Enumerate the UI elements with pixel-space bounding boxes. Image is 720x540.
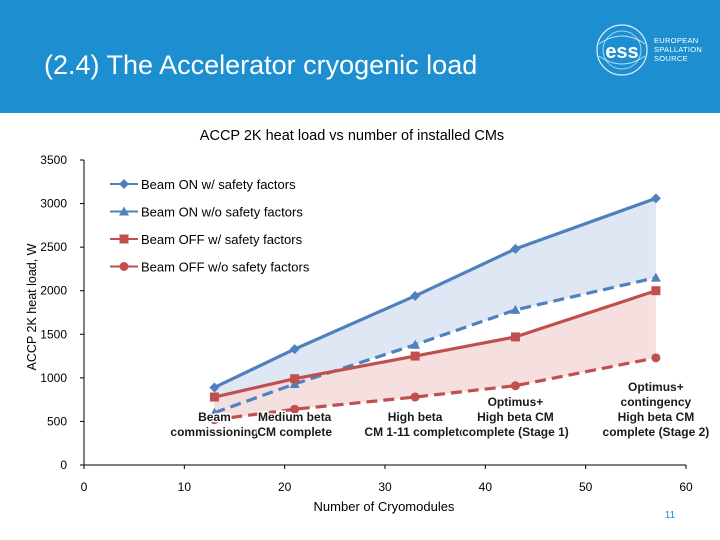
legend-marker [119, 179, 129, 189]
data-point [650, 193, 661, 204]
page-number: 11 [665, 510, 676, 521]
legend-label: Beam ON w/ safety factors [141, 177, 296, 192]
data-point [289, 378, 300, 388]
data-point [290, 374, 300, 384]
stage-annotation: High beta CM [618, 410, 695, 424]
legend-label: Beam ON w/o safety factors [141, 205, 303, 220]
shaded-band [214, 290, 656, 420]
x-axis-label: Number of Cryomodules [314, 499, 455, 514]
y-tick-label: 3500 [40, 153, 67, 167]
data-point [410, 392, 420, 402]
data-point [209, 392, 219, 402]
ess-logo-icon: ess [596, 24, 648, 76]
data-point [510, 304, 521, 314]
legend-label: Beam OFF w/ safety factors [141, 232, 303, 247]
x-tick-label: 20 [278, 480, 292, 494]
data-point [290, 404, 300, 414]
data-point [410, 351, 420, 361]
data-point [510, 332, 520, 342]
chart-title: ACCP 2K heat load vs number of installed… [200, 128, 504, 144]
data-point [651, 353, 661, 363]
data-point [510, 243, 521, 254]
ess-logo-line: SPALLATION [654, 45, 703, 54]
stage-annotation: High beta [388, 410, 443, 424]
ess-logo-line: SOURCE [654, 54, 688, 63]
x-tick-label: 40 [479, 480, 493, 494]
data-point [289, 344, 300, 355]
x-tick-label: 0 [81, 480, 88, 494]
data-point [651, 286, 661, 296]
ess-logo-text: EUROPEAN SPALLATION SOURCE [654, 36, 702, 63]
y-tick-label: 3000 [40, 197, 67, 211]
y-tick-label: 2500 [40, 240, 67, 254]
heat-load-chart: ACCP 2K heat load vs number of installed… [25, 128, 711, 521]
ess-logo-mark: ess [605, 41, 638, 63]
slide-header: (2.4) The Accelerator cryogenic load ess… [0, 0, 720, 113]
stage-annotation: High beta CM [477, 410, 554, 424]
y-tick-label: 2000 [40, 284, 67, 298]
data-point [650, 272, 661, 282]
data-point [510, 381, 520, 391]
stage-annotation: CM 1-11 complete [364, 425, 466, 439]
x-tick-label: 50 [579, 480, 593, 494]
y-axis-label: ACCP 2K heat load, W [25, 243, 39, 370]
y-tick-label: 1000 [40, 371, 67, 385]
stage-annotation: complete (Stage 1) [462, 425, 569, 439]
stage-annotation: contingency [621, 395, 692, 409]
data-point [209, 382, 220, 393]
stage-annotation: complete (Stage 2) [603, 425, 710, 439]
data-point [209, 407, 220, 417]
y-tick-label: 500 [47, 414, 67, 428]
stage-annotation: Medium beta [258, 410, 332, 424]
stage-annotation: Beam [198, 410, 231, 424]
series-line [214, 356, 657, 422]
ess-logo: ess EUROPEAN SPALLATION SOURCE [590, 20, 720, 80]
y-tick-label: 0 [60, 458, 67, 472]
legend-marker [119, 234, 129, 244]
legend-marker [119, 262, 129, 271]
legend-marker [119, 206, 129, 216]
shaded-band [214, 198, 656, 413]
x-tick-label: 10 [178, 480, 192, 494]
x-tick-label: 30 [378, 480, 392, 494]
slide-title: (2.4) The Accelerator cryogenic load [44, 50, 478, 80]
stage-annotation: commissioning [170, 425, 258, 439]
stage-annotation: Optimus+ [488, 395, 544, 409]
stage-annotation: Optimus+ [628, 380, 684, 394]
legend-label: Beam OFF w/o safety factors [141, 260, 310, 275]
y-tick-label: 1500 [40, 327, 67, 341]
data-point [410, 290, 421, 301]
ess-logo-line: EUROPEAN [654, 36, 699, 45]
data-point [410, 339, 421, 349]
stage-annotation: CM complete [257, 425, 332, 439]
data-point [209, 415, 219, 425]
x-tick-label: 60 [679, 480, 693, 494]
